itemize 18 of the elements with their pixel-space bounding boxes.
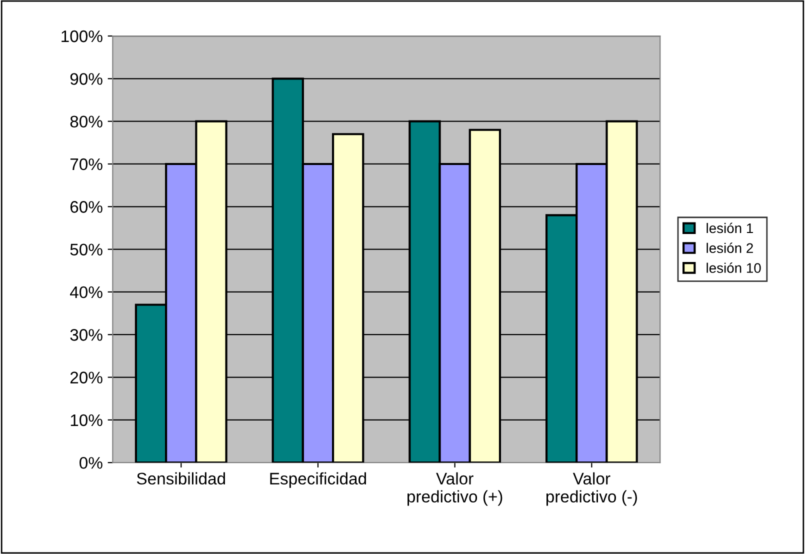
- y-tick-label: 50%: [70, 244, 102, 256]
- x-tick-label: Especificidad: [270, 472, 366, 488]
- y-tick-label: 0%: [80, 456, 102, 469]
- y-tick-label: 60%: [70, 201, 102, 213]
- y-tick-label: 40%: [70, 286, 102, 298]
- y-tick-label: 80%: [70, 116, 102, 128]
- y-tick-label: 20%: [70, 372, 102, 384]
- legend-label: lesión 10: [706, 262, 761, 273]
- y-tick-label: 10%: [70, 414, 102, 426]
- x-tick-label: Valor predictivo (+): [408, 472, 502, 506]
- x-tick-label: Sensibilidad: [136, 472, 225, 485]
- y-tick-label: 70%: [70, 158, 102, 170]
- y-tick-label: 100%: [62, 30, 102, 42]
- legend-label: lesión 1: [706, 222, 753, 234]
- y-tick-label: 30%: [70, 329, 102, 341]
- legend-label: lesión 2: [706, 242, 753, 254]
- x-tick-label: Valor predictivo (-): [546, 472, 637, 506]
- y-tick-label: 90%: [70, 73, 102, 85]
